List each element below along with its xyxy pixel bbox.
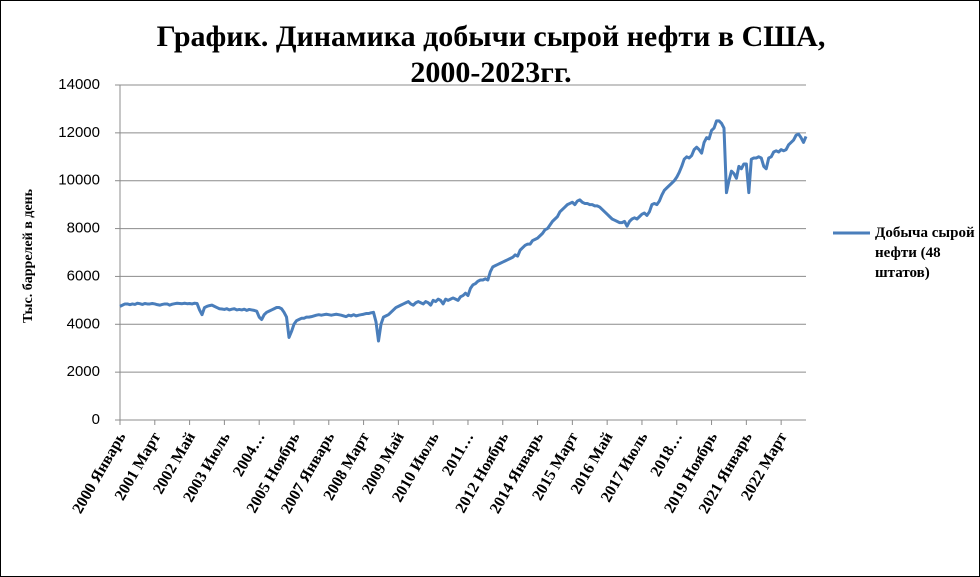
x-tick-label: 2018… [647, 430, 686, 480]
x-tick-label: 2011… [439, 430, 477, 479]
y-tick-label: 6000 [67, 267, 100, 284]
y-tick-label: 14000 [58, 76, 100, 93]
y-axis-label: Тыс. баррелей в день [21, 188, 36, 323]
series-line [119, 119, 808, 343]
y-tick-label: 4000 [67, 315, 100, 332]
y-tick-label: 12000 [58, 124, 100, 141]
y-tick-label: 0 [92, 411, 100, 428]
y-tick-label: 10000 [58, 172, 100, 189]
chart-title: График. Динамика добычи сырой нефти в СШ… [156, 20, 826, 89]
y-tick-label: 2000 [67, 363, 100, 380]
legend-label: Добыча сырой нефти (48 штатов) [875, 225, 975, 281]
x-tick-label: 2000 Январь [69, 429, 129, 517]
x-tick-label: 2004… [230, 430, 269, 480]
y-tick-label: 8000 [67, 220, 100, 237]
